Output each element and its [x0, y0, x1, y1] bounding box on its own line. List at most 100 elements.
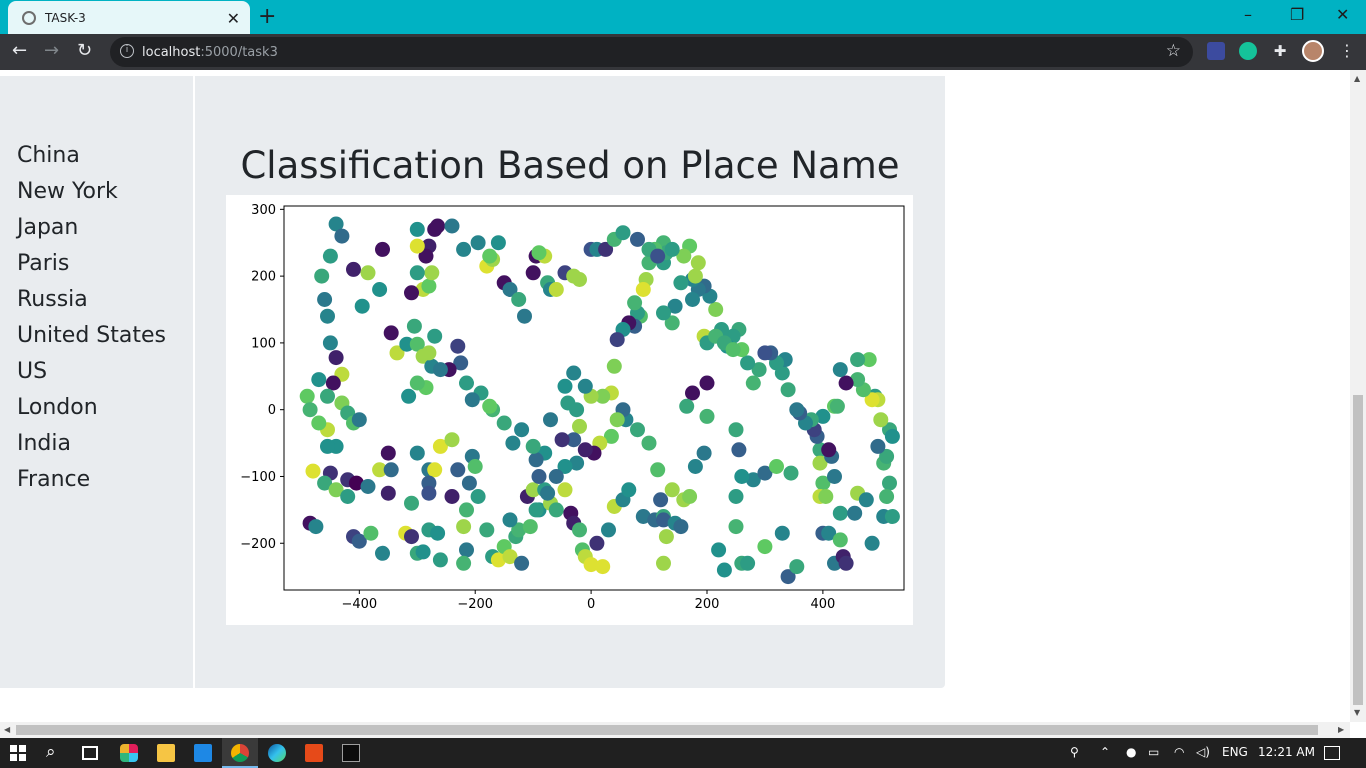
scatter-point	[461, 475, 477, 491]
clock[interactable]: 12:21 AM	[1258, 745, 1315, 759]
scatter-point	[679, 398, 695, 414]
scatter-point	[650, 248, 666, 264]
scatter-point	[502, 512, 518, 528]
scatter-point	[427, 462, 443, 478]
scatter-point	[548, 282, 564, 297]
scatter-point	[444, 432, 460, 448]
scatter-point	[351, 533, 367, 549]
file-explorer-icon[interactable]	[157, 744, 175, 762]
back-icon[interactable]: ←	[12, 40, 28, 61]
profile-avatar[interactable]	[1302, 40, 1324, 62]
scroll-right-icon[interactable]: ▶	[1338, 725, 1345, 734]
y-tick-label: 300	[251, 203, 276, 218]
scatter-point	[783, 465, 799, 481]
chrome-taskbar-button[interactable]	[222, 738, 258, 768]
windows-start-icon[interactable]	[10, 745, 26, 761]
scatter-figure: −400 −200 0 200 400 −200 −100 0 100 200 300	[226, 195, 913, 625]
scroll-down-icon[interactable]: ▼	[1354, 708, 1361, 717]
scatter-point	[745, 472, 761, 488]
place-item: France	[17, 467, 91, 492]
scatter-point	[606, 358, 622, 374]
horizontal-scrollbar[interactable]: ◀ ▶	[0, 722, 1350, 738]
tray-chevron-icon[interactable]: ⌃	[1100, 745, 1111, 759]
microphone-icon[interactable]: ●	[1126, 745, 1137, 759]
scatter-point	[769, 459, 784, 474]
y-tick-label: −100	[240, 470, 276, 485]
scatter-point	[658, 529, 674, 545]
place-item: Japan	[17, 215, 79, 240]
scatter-point	[815, 475, 831, 491]
scatter-point	[879, 448, 895, 464]
scatter-point	[543, 412, 558, 428]
scatter-point	[690, 255, 706, 271]
window-close-icon[interactable]: ✕	[1336, 5, 1350, 24]
address-bar[interactable]: i localhost:5000/task3 ☆	[110, 37, 1193, 67]
scroll-left-icon[interactable]: ◀	[4, 725, 11, 734]
reload-icon[interactable]: ↻	[77, 40, 93, 61]
grammarly-icon[interactable]	[1239, 42, 1257, 60]
scatter-point	[879, 489, 895, 504]
battery-icon[interactable]: ▭	[1148, 745, 1160, 759]
scatter-point	[470, 489, 486, 504]
wifi-icon[interactable]: ◠	[1174, 745, 1185, 759]
mail-icon[interactable]	[194, 744, 212, 762]
y-tick-label: −200	[240, 537, 276, 552]
scatter-point	[566, 432, 582, 448]
scatter-point	[699, 375, 715, 391]
scatter-point	[404, 495, 419, 511]
scatter-point	[838, 375, 854, 391]
language-indicator[interactable]: ENG	[1222, 745, 1248, 759]
tab-close-icon[interactable]: ✕	[226, 9, 240, 28]
notifications-icon[interactable]	[1324, 746, 1340, 760]
vertical-scrollbar[interactable]: ▲ ▼	[1350, 70, 1366, 722]
volume-icon[interactable]: ◁)	[1196, 745, 1210, 759]
scatter-point	[456, 241, 472, 257]
slack-icon[interactable]	[120, 744, 138, 762]
x-tick-label: 200	[695, 597, 720, 612]
scroll-up-icon[interactable]: ▲	[1354, 74, 1361, 83]
scatter-point	[511, 292, 527, 307]
restore-icon[interactable]: ❐	[1290, 5, 1305, 24]
task-view-icon[interactable]	[82, 746, 98, 760]
scatter-point	[517, 308, 532, 324]
scatter-point	[450, 338, 466, 354]
scatter-point	[320, 438, 335, 454]
scatter-point	[873, 412, 889, 428]
scatter-point	[444, 218, 460, 234]
scatter-point	[317, 292, 333, 307]
edge-icon[interactable]	[268, 744, 286, 762]
scatter-point	[653, 492, 669, 508]
scatter-point	[502, 282, 518, 297]
scatter-point	[708, 302, 724, 317]
scatter-point	[528, 502, 544, 518]
scatter-point	[818, 489, 834, 504]
scatter-point	[687, 459, 703, 474]
scatter-point	[609, 332, 625, 348]
scatter-point	[383, 462, 399, 478]
scatter-point	[464, 392, 480, 408]
scatter-point	[404, 285, 419, 301]
scatter-point	[815, 408, 831, 424]
tab-title: TASK-3	[45, 10, 86, 25]
office-icon[interactable]	[305, 744, 323, 762]
minimize-icon[interactable]: –	[1244, 5, 1252, 24]
scatter-point	[664, 241, 680, 257]
vertical-scroll-thumb[interactable]	[1353, 395, 1363, 705]
extensions-puzzle-icon[interactable]: ✚	[1271, 42, 1289, 60]
scatter-point	[572, 272, 587, 287]
site-info-icon[interactable]: i	[120, 44, 134, 58]
terminal-icon[interactable]	[342, 744, 360, 762]
bookmark-star-icon[interactable]: ☆	[1165, 41, 1181, 61]
extension-screen-icon[interactable]	[1207, 42, 1225, 60]
horizontal-scroll-thumb[interactable]	[16, 725, 1318, 735]
new-tab-icon[interactable]: +	[258, 4, 277, 29]
scatter-point	[650, 462, 666, 478]
scatter-point	[572, 522, 587, 538]
search-icon[interactable]: ⌕	[46, 742, 56, 762]
people-icon[interactable]: ⚲	[1070, 745, 1079, 759]
forward-icon[interactable]: →	[44, 40, 60, 61]
scatter-point	[635, 282, 651, 297]
browser-tab[interactable]: TASK-3 ✕	[8, 1, 250, 34]
scatter-point	[699, 408, 715, 424]
browser-menu-icon[interactable]: ⋮	[1339, 41, 1355, 60]
